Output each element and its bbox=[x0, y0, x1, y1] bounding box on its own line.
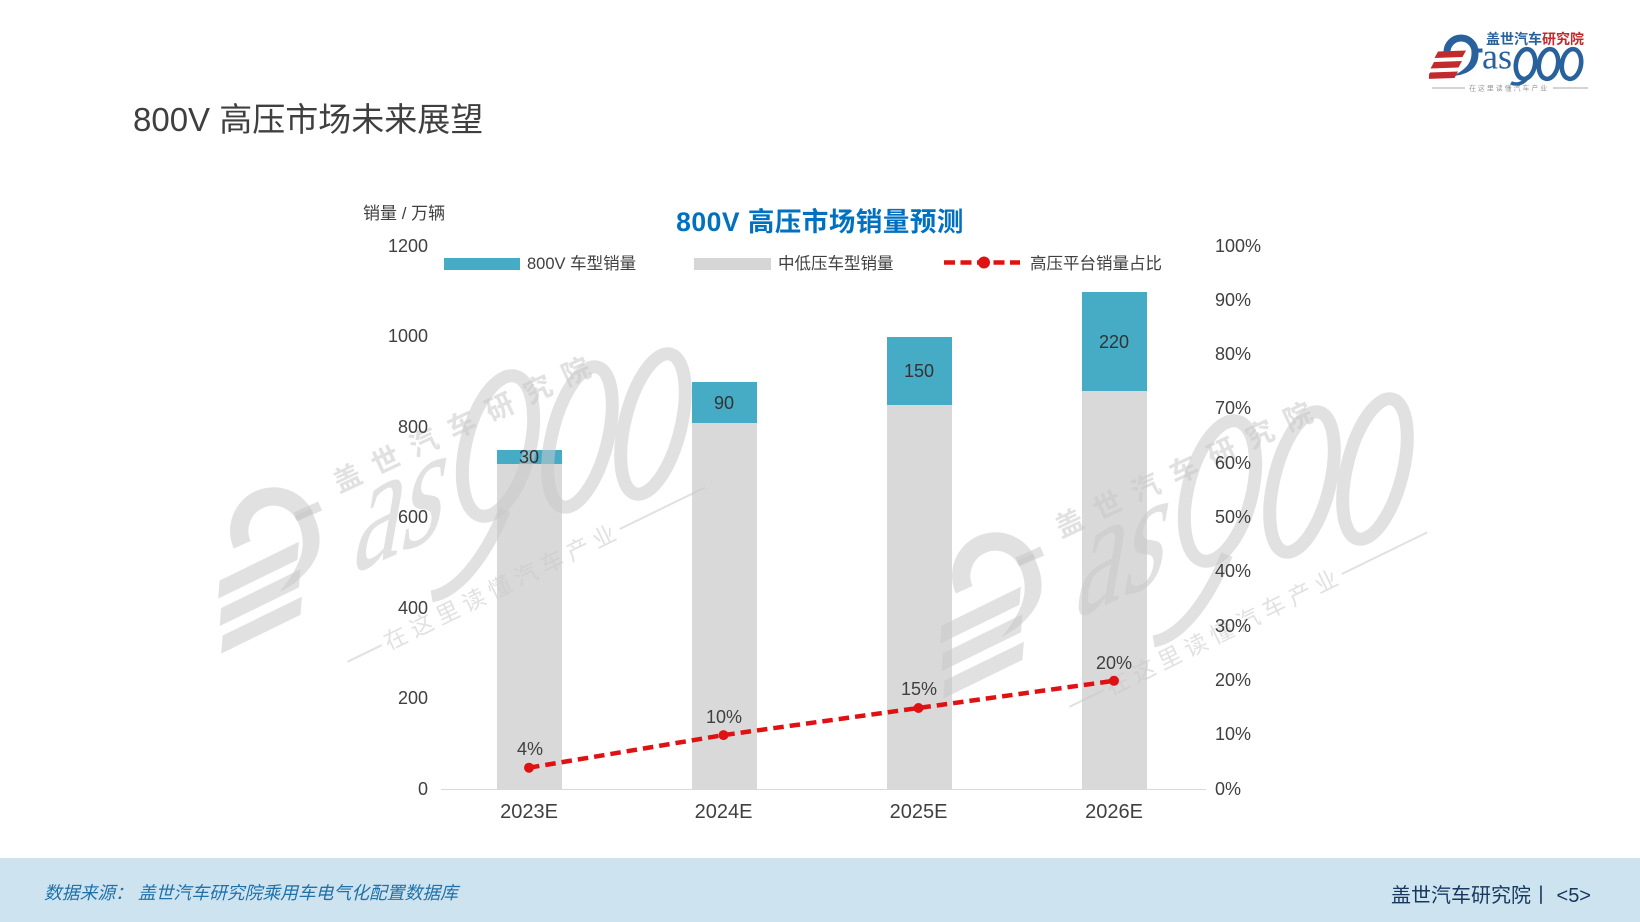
svg-text:as: as bbox=[1482, 37, 1512, 77]
svg-text:盖世汽车: 盖世汽车 bbox=[1486, 29, 1542, 49]
svg-text:在这里读懂汽车产业: 在这里读懂汽车产业 bbox=[1469, 84, 1549, 94]
svg-text:研究院: 研究院 bbox=[1542, 29, 1584, 49]
